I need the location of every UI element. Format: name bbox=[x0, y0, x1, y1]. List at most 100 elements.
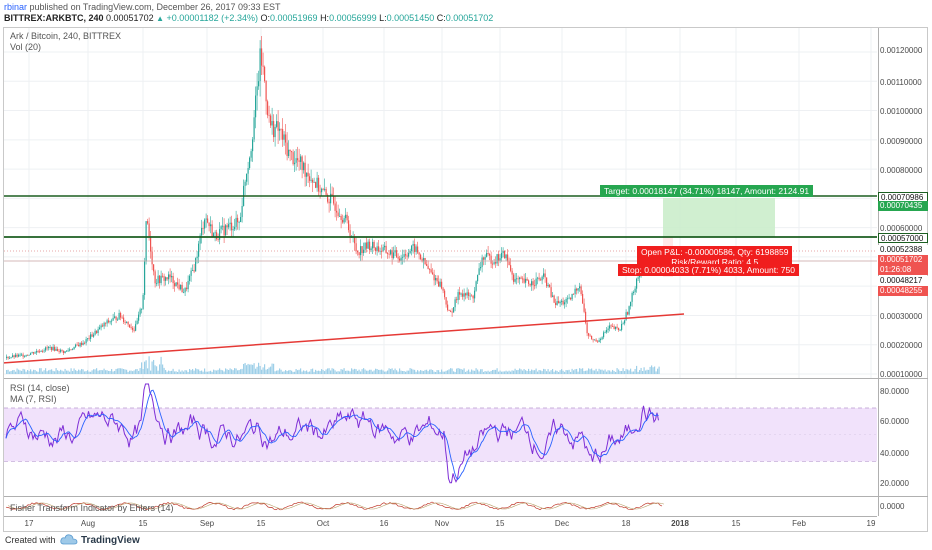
candle-body bbox=[547, 284, 549, 287]
candle-body bbox=[261, 48, 263, 66]
volume-bar bbox=[261, 369, 263, 374]
candle-body bbox=[603, 332, 605, 338]
candle-body bbox=[469, 295, 471, 297]
candle-body bbox=[489, 254, 491, 256]
candle-body bbox=[309, 176, 311, 181]
volume-bar bbox=[532, 370, 534, 374]
candle-body bbox=[52, 346, 54, 351]
volume-bar bbox=[195, 368, 197, 374]
candle-body bbox=[130, 327, 132, 328]
volume-bar bbox=[489, 371, 491, 374]
candle-body bbox=[172, 275, 174, 284]
candle-body bbox=[253, 117, 255, 140]
volume-bar bbox=[117, 368, 119, 374]
candle-body bbox=[126, 322, 128, 323]
candle-body bbox=[18, 354, 20, 357]
volume-bar bbox=[309, 371, 311, 374]
candle-body bbox=[42, 351, 44, 352]
volume-bar bbox=[264, 364, 266, 374]
rsi-ma-line bbox=[5, 389, 659, 481]
candle-body bbox=[6, 356, 8, 358]
volume-bar bbox=[340, 369, 342, 374]
time-label: 16 bbox=[379, 519, 389, 528]
time-label: 15 bbox=[495, 519, 505, 528]
volume-bar bbox=[21, 370, 23, 374]
volume-bar bbox=[474, 370, 476, 374]
candle-body bbox=[277, 121, 279, 131]
rsi-pane[interactable] bbox=[4, 380, 877, 495]
candle-body bbox=[142, 294, 144, 309]
volume-bar bbox=[442, 371, 444, 374]
time-axis[interactable] bbox=[4, 516, 877, 530]
tradingview-logo[interactable]: TradingView bbox=[60, 534, 140, 546]
candle-body bbox=[372, 241, 374, 249]
volume-bar bbox=[586, 370, 588, 374]
candle-body bbox=[258, 81, 260, 87]
candle-body bbox=[297, 158, 299, 161]
volume-bar bbox=[75, 370, 77, 374]
pane-separator[interactable] bbox=[4, 378, 928, 379]
pane-separator[interactable] bbox=[4, 496, 928, 497]
volume-bar bbox=[294, 371, 296, 374]
volume-bar bbox=[157, 370, 159, 374]
volume-bar bbox=[39, 368, 41, 374]
candle-body bbox=[289, 149, 291, 152]
candle-body bbox=[73, 346, 75, 350]
candle-body bbox=[402, 256, 404, 258]
volume-bar bbox=[441, 369, 443, 374]
volume-bar bbox=[643, 367, 645, 374]
candle-body bbox=[178, 284, 180, 290]
rsi-chart-svg[interactable] bbox=[4, 380, 877, 495]
ohlc-line: BITTREX:ARKBTC, 240 0.00051702 ▲ +0.0000… bbox=[4, 13, 493, 23]
rsi-line bbox=[5, 383, 659, 484]
volume-bar bbox=[115, 368, 117, 374]
price-tick: 0.00100000 bbox=[880, 107, 923, 116]
volume-bar bbox=[240, 369, 242, 374]
candle-body bbox=[271, 121, 273, 126]
candle-body bbox=[136, 320, 138, 325]
author-link[interactable]: rbinar bbox=[4, 2, 28, 12]
volume-bar bbox=[291, 370, 293, 374]
stop-label: Stop: 0.00004033 (7.71%) 4033, Amount: 7… bbox=[618, 264, 799, 276]
volume-bar bbox=[336, 371, 338, 374]
candle-body bbox=[604, 332, 606, 334]
price-tick: 0.00080000 bbox=[880, 166, 923, 175]
candle-body bbox=[228, 224, 230, 228]
candle-body bbox=[285, 134, 287, 143]
volume-bar bbox=[313, 371, 315, 374]
candle-body bbox=[61, 349, 63, 351]
candle-body bbox=[625, 312, 627, 321]
candle-body bbox=[580, 286, 582, 294]
candle-body bbox=[90, 334, 92, 339]
candle-body bbox=[328, 201, 330, 204]
fisher-chart-svg[interactable] bbox=[4, 497, 877, 515]
candle-body bbox=[199, 235, 201, 244]
target-label: Target: 0.00018147 (34.71%) 18147, Amoun… bbox=[600, 185, 814, 197]
volume-bar bbox=[421, 370, 423, 374]
volume-bar bbox=[493, 369, 495, 374]
volume-bar bbox=[111, 369, 113, 374]
candle-body bbox=[459, 292, 461, 295]
volume-bar bbox=[159, 364, 161, 374]
candle-body bbox=[435, 278, 437, 281]
volume-bar bbox=[564, 371, 566, 374]
volume-bar bbox=[427, 371, 429, 374]
candle-body bbox=[483, 257, 485, 260]
candle-body bbox=[319, 191, 321, 193]
volume-bar bbox=[91, 370, 93, 374]
candle-body bbox=[265, 81, 267, 102]
candle-body bbox=[430, 269, 432, 273]
candle-body bbox=[571, 293, 573, 300]
volume-bar bbox=[528, 368, 530, 374]
fisher-pane[interactable] bbox=[4, 497, 877, 515]
volume-bar bbox=[327, 368, 329, 374]
candle-body bbox=[598, 340, 600, 343]
price-pane[interactable] bbox=[3, 28, 877, 378]
candle-body bbox=[436, 278, 438, 282]
volume-bar bbox=[369, 369, 371, 374]
volume-bar bbox=[142, 368, 144, 374]
candle-body bbox=[94, 330, 96, 335]
price-chart-svg[interactable] bbox=[3, 28, 877, 378]
candle-body bbox=[556, 301, 558, 305]
volume-bar bbox=[228, 370, 230, 374]
